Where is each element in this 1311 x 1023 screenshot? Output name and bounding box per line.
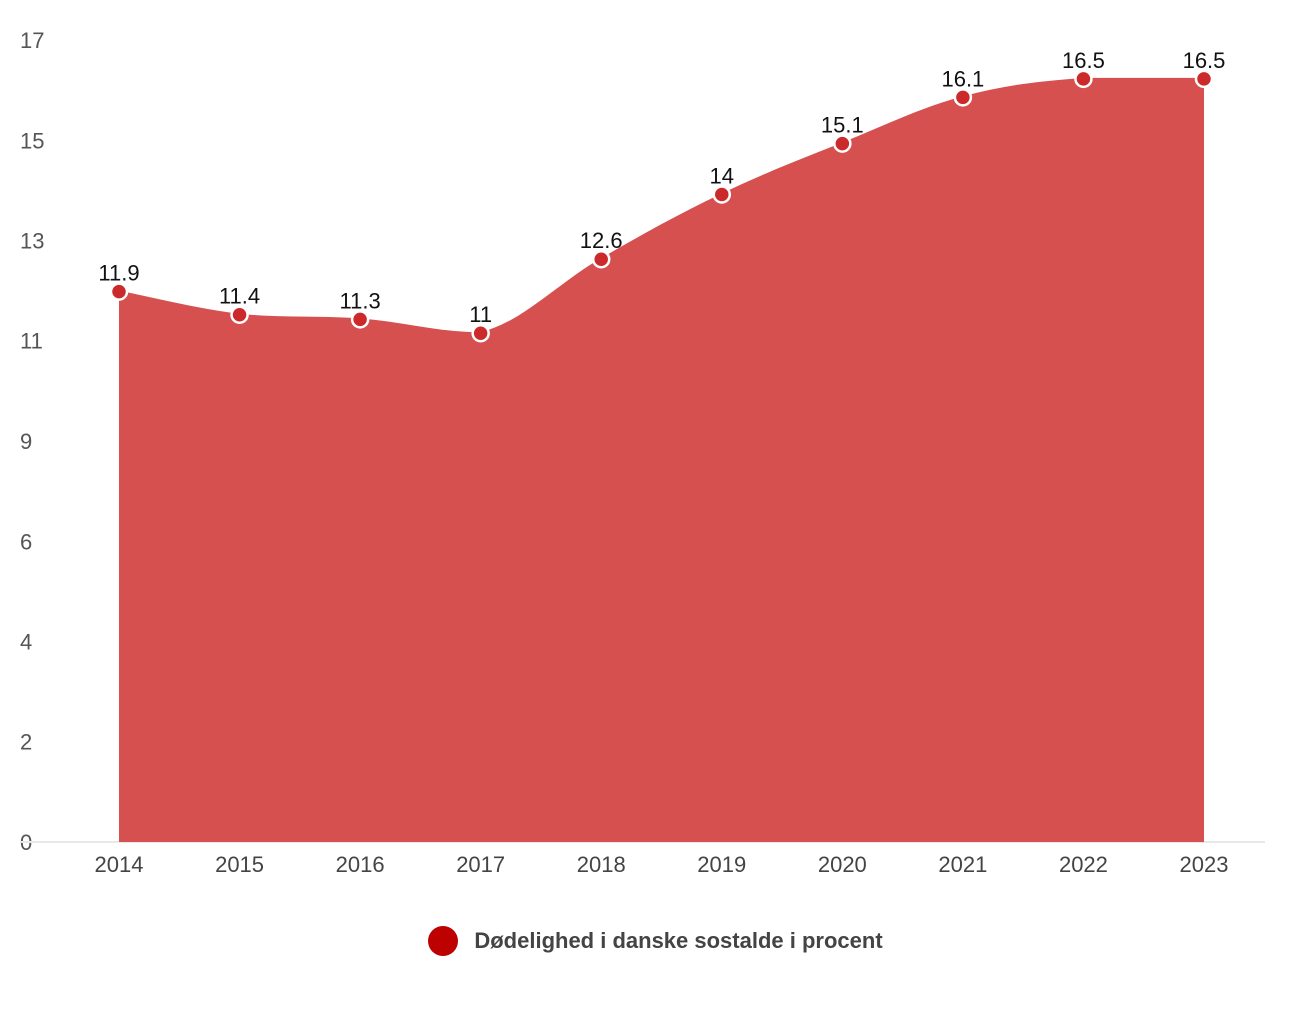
data-label: 15.1 (821, 113, 864, 138)
y-tick-label: 15 (20, 128, 44, 153)
data-label: 11 (469, 302, 492, 327)
data-label: 11.3 (340, 288, 381, 313)
x-tick-label: 2019 (697, 852, 746, 877)
x-tick-label: 2018 (577, 852, 626, 877)
data-point (953, 88, 973, 107)
x-tick-label: 2021 (938, 852, 987, 877)
data-point (350, 310, 370, 329)
y-tick-label: 4 (20, 629, 32, 654)
data-label: 16.5 (1062, 48, 1105, 73)
y-tick-label: 11 (20, 329, 43, 354)
data-point (471, 323, 490, 343)
data-label: 11.9 (98, 261, 139, 286)
data-label: 12.6 (580, 228, 623, 253)
y-tick-label: 13 (20, 229, 44, 254)
x-axis: 2014 2015 2016 2017 2018 2019 2020 2021 2022 2023 (95, 852, 1229, 877)
data-label: 16.1 (941, 66, 984, 91)
data-label: 11.4 (219, 284, 260, 309)
x-tick-label: 2017 (456, 852, 505, 877)
legend-label: Dødelighed i danske sostalde i procent (474, 928, 883, 953)
data-point (1074, 69, 1093, 89)
y-tick-label: 17 (20, 28, 44, 53)
markers (109, 69, 1214, 343)
data-point (230, 305, 249, 324)
y-tick-label: 2 (20, 730, 32, 755)
x-tick-label: 2016 (336, 852, 385, 877)
data-point (591, 249, 611, 269)
x-tick-label: 2023 (1180, 852, 1229, 877)
x-tick-label: 2022 (1059, 852, 1108, 877)
legend-marker-icon (428, 926, 459, 956)
data-label: 16.5 (1183, 48, 1226, 73)
y-tick-label: 6 (20, 529, 32, 554)
legend: Dødelighed i danske sostalde i procent (0, 926, 1311, 956)
area-line (118, 77, 1204, 335)
x-tick-label: 2015 (215, 852, 264, 877)
data-point (1194, 69, 1214, 89)
data-labels: 11.9 11.4 11.3 11 12.6 14 15.1 16.1 16.5 16.5 (98, 48, 1225, 327)
area-series (118, 77, 1204, 843)
data-point (712, 185, 732, 204)
data-point (109, 282, 129, 301)
data-point (833, 134, 852, 153)
area-fill (119, 78, 1204, 843)
data-label: 14 (710, 163, 734, 188)
x-tick-label: 2014 (95, 852, 144, 877)
x-tick-label: 2020 (818, 852, 867, 877)
y-tick-label: 9 (20, 429, 32, 454)
